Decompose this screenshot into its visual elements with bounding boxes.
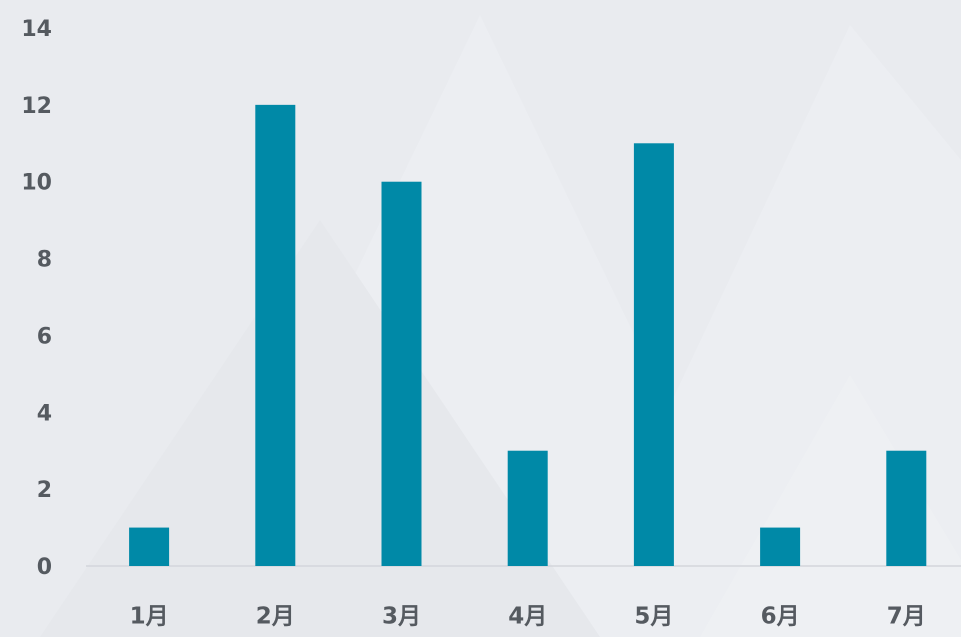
- x-tick-label: 2月: [256, 604, 295, 630]
- bar: [760, 527, 801, 566]
- y-tick-label: 4: [37, 401, 52, 426]
- bar: [129, 527, 170, 566]
- y-tick-label: 6: [37, 324, 52, 349]
- y-tick-label: 10: [21, 171, 52, 196]
- bar: [633, 143, 674, 567]
- x-tick-label: 3月: [382, 604, 421, 630]
- y-tick-label: 0: [37, 555, 52, 580]
- x-tick-label: 7月: [887, 604, 926, 630]
- decor-triangle: [40, 220, 600, 637]
- x-tick-label: 5月: [634, 604, 673, 630]
- bar: [255, 104, 296, 566]
- x-tick-label: 4月: [508, 604, 547, 630]
- y-tick-label: 8: [37, 248, 52, 273]
- x-tick-label: 1月: [130, 604, 169, 630]
- y-tick-label: 2: [37, 478, 52, 503]
- bar: [507, 450, 548, 566]
- x-tick-label: 6月: [761, 604, 800, 630]
- y-tick-label: 12: [21, 94, 52, 119]
- bar: [381, 181, 422, 566]
- bar: [886, 450, 927, 566]
- decor-triangle: [700, 375, 961, 637]
- y-tick-label: 14: [21, 17, 52, 42]
